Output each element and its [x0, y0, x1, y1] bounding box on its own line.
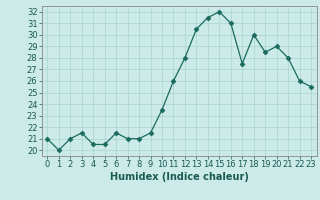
X-axis label: Humidex (Indice chaleur): Humidex (Indice chaleur) — [110, 172, 249, 182]
